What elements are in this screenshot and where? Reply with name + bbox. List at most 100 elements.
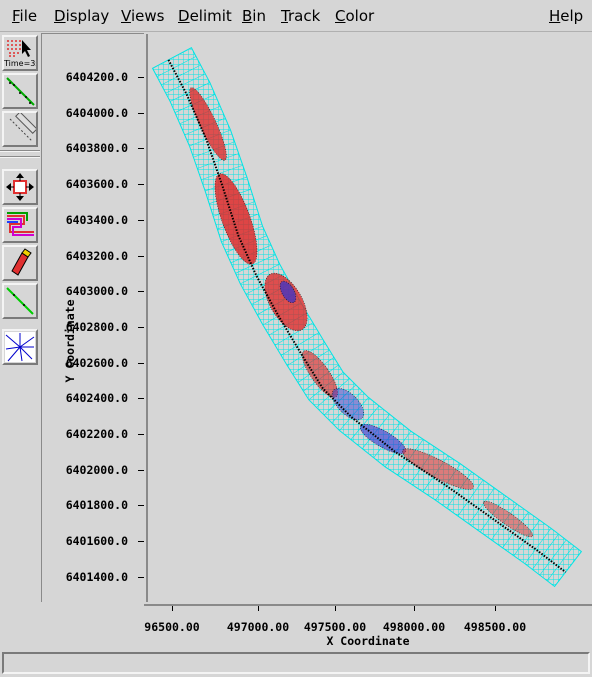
y-tick-label: 6402800.0	[65, 319, 128, 334]
x-tick-mark	[335, 606, 336, 611]
y-tick-mark	[138, 184, 144, 186]
x-tick-label: 497000.00	[226, 620, 290, 634]
y-axis-title: Y Coordinate	[63, 299, 77, 383]
select-tool-icon	[7, 40, 31, 57]
x-tick-label: 497500.00	[303, 620, 367, 634]
menu-file[interactable]: File	[12, 7, 38, 25]
x-tick-mark	[414, 606, 415, 611]
y-tick-mark	[138, 398, 144, 400]
y-tick-mark	[138, 576, 144, 578]
swath-edge-soundings	[167, 59, 567, 573]
pan-tool-button[interactable]	[2, 169, 38, 205]
ship-track-line	[167, 59, 567, 573]
depth-anomaly	[264, 272, 308, 332]
green-line-icon	[6, 287, 34, 315]
menu-views[interactable]: Views	[121, 7, 165, 25]
starburst-tool-button[interactable]	[2, 329, 38, 365]
color-lines-icon	[7, 212, 34, 236]
ping-line	[350, 405, 380, 440]
menu-delimit[interactable]: Delimit	[178, 7, 232, 25]
x-tick-label: 498500.00	[463, 620, 527, 634]
ping-line	[280, 332, 320, 356]
y-tick-label: 6404200.0	[65, 70, 128, 84]
y-tick-label: 6402000.0	[65, 462, 128, 477]
color-lines-tool-button[interactable]	[2, 207, 38, 243]
pan-arrows-icon	[6, 173, 34, 201]
y-tick-label: 6403400.0	[65, 212, 128, 227]
ping-line	[457, 479, 484, 517]
y-tick-label: 6403600.0	[65, 177, 128, 192]
ping-line	[532, 533, 559, 570]
depth-anomaly	[402, 448, 474, 490]
status-bar	[2, 652, 590, 674]
starburst-icon	[5, 332, 35, 362]
ping-line	[235, 254, 276, 274]
swath-plot[interactable]	[148, 34, 592, 602]
menu-help[interactable]: Help	[549, 7, 584, 25]
y-tick-mark	[138, 112, 144, 114]
ping-line	[201, 164, 243, 181]
select-tool-label: Time=3s	[4, 59, 38, 68]
y-axis-panel: Y Coordinate 6404200.0 6404000.0 6403800.0…	[41, 33, 144, 602]
brush-tool-button[interactable]	[2, 111, 38, 147]
toolbar-separator	[0, 150, 40, 152]
ping-line	[524, 528, 552, 564]
y-tick-mark	[138, 469, 144, 471]
y-tick-label: 6403800.0	[65, 141, 128, 156]
ping-line	[480, 495, 506, 533]
ping-line	[491, 503, 518, 541]
select-tool-button[interactable]: Time=3s	[2, 35, 38, 71]
y-tick-label: 6401400.0	[65, 569, 128, 584]
bathymetry-data	[189, 87, 534, 538]
y-tick-mark	[138, 326, 144, 328]
x-tick-mark	[495, 606, 496, 611]
ping-line	[161, 64, 201, 86]
menu-track[interactable]: Track	[281, 7, 321, 25]
y-tick-label: 6403000.0	[65, 284, 128, 299]
y-tick-label: 6404000.0	[65, 105, 128, 120]
y-tick-mark	[138, 505, 144, 507]
ping-line	[539, 539, 567, 576]
ping-line	[240, 263, 280, 285]
swath-plot-area[interactable]	[146, 34, 592, 602]
ping-line	[502, 511, 529, 549]
tool-palette: Time=3s	[0, 33, 40, 603]
x-tick-mark	[172, 606, 173, 611]
x-axis-title: X Coordinate	[326, 634, 410, 648]
menu-bar: File Display Views Delimit Bin Track Col…	[0, 0, 592, 32]
x-tick-label: 498000.00	[382, 620, 446, 634]
menu-display[interactable]: Display	[54, 7, 110, 25]
y-tick-mark	[138, 219, 144, 221]
x-axis-panel: 96500.00 497000.00 497500.00 498000.00 49850…	[144, 604, 592, 650]
x-tick-mark	[258, 606, 259, 611]
y-tick-label: 6401800.0	[65, 498, 128, 513]
depth-anomaly	[482, 500, 534, 538]
eraser-tool-button[interactable]	[2, 245, 38, 281]
brush-tool-icon	[9, 113, 36, 142]
y-tick-label: 6402600.0	[65, 355, 128, 370]
ping-line	[546, 545, 575, 581]
x-tick-label: 96500.00	[144, 620, 200, 634]
depth-anomaly	[331, 387, 365, 421]
y-tick-mark	[138, 541, 144, 543]
eraser-icon	[11, 248, 32, 276]
ping-line	[513, 520, 540, 556]
ping-line	[274, 322, 314, 346]
ping-line	[197, 153, 239, 169]
menu-color[interactable]: Color	[335, 7, 375, 25]
green-dots-tool-button[interactable]	[2, 73, 38, 109]
y-tick-label: 6401600.0	[65, 534, 128, 549]
menu-bin[interactable]: Bin	[242, 7, 266, 25]
ping-line	[165, 73, 206, 94]
y-tick-mark	[138, 148, 144, 150]
ping-line	[339, 397, 369, 431]
y-tick-label: 6403200.0	[65, 248, 128, 263]
y-tick-label: 6402200.0	[65, 427, 128, 441]
y-tick-mark	[138, 434, 144, 435]
ping-line	[331, 390, 363, 424]
y-tick-mark	[138, 77, 144, 78]
ping-line	[152, 47, 192, 69]
green-line-tool-button[interactable]	[2, 283, 38, 319]
y-tick-mark	[138, 362, 144, 364]
toolbar-separator	[0, 156, 40, 158]
